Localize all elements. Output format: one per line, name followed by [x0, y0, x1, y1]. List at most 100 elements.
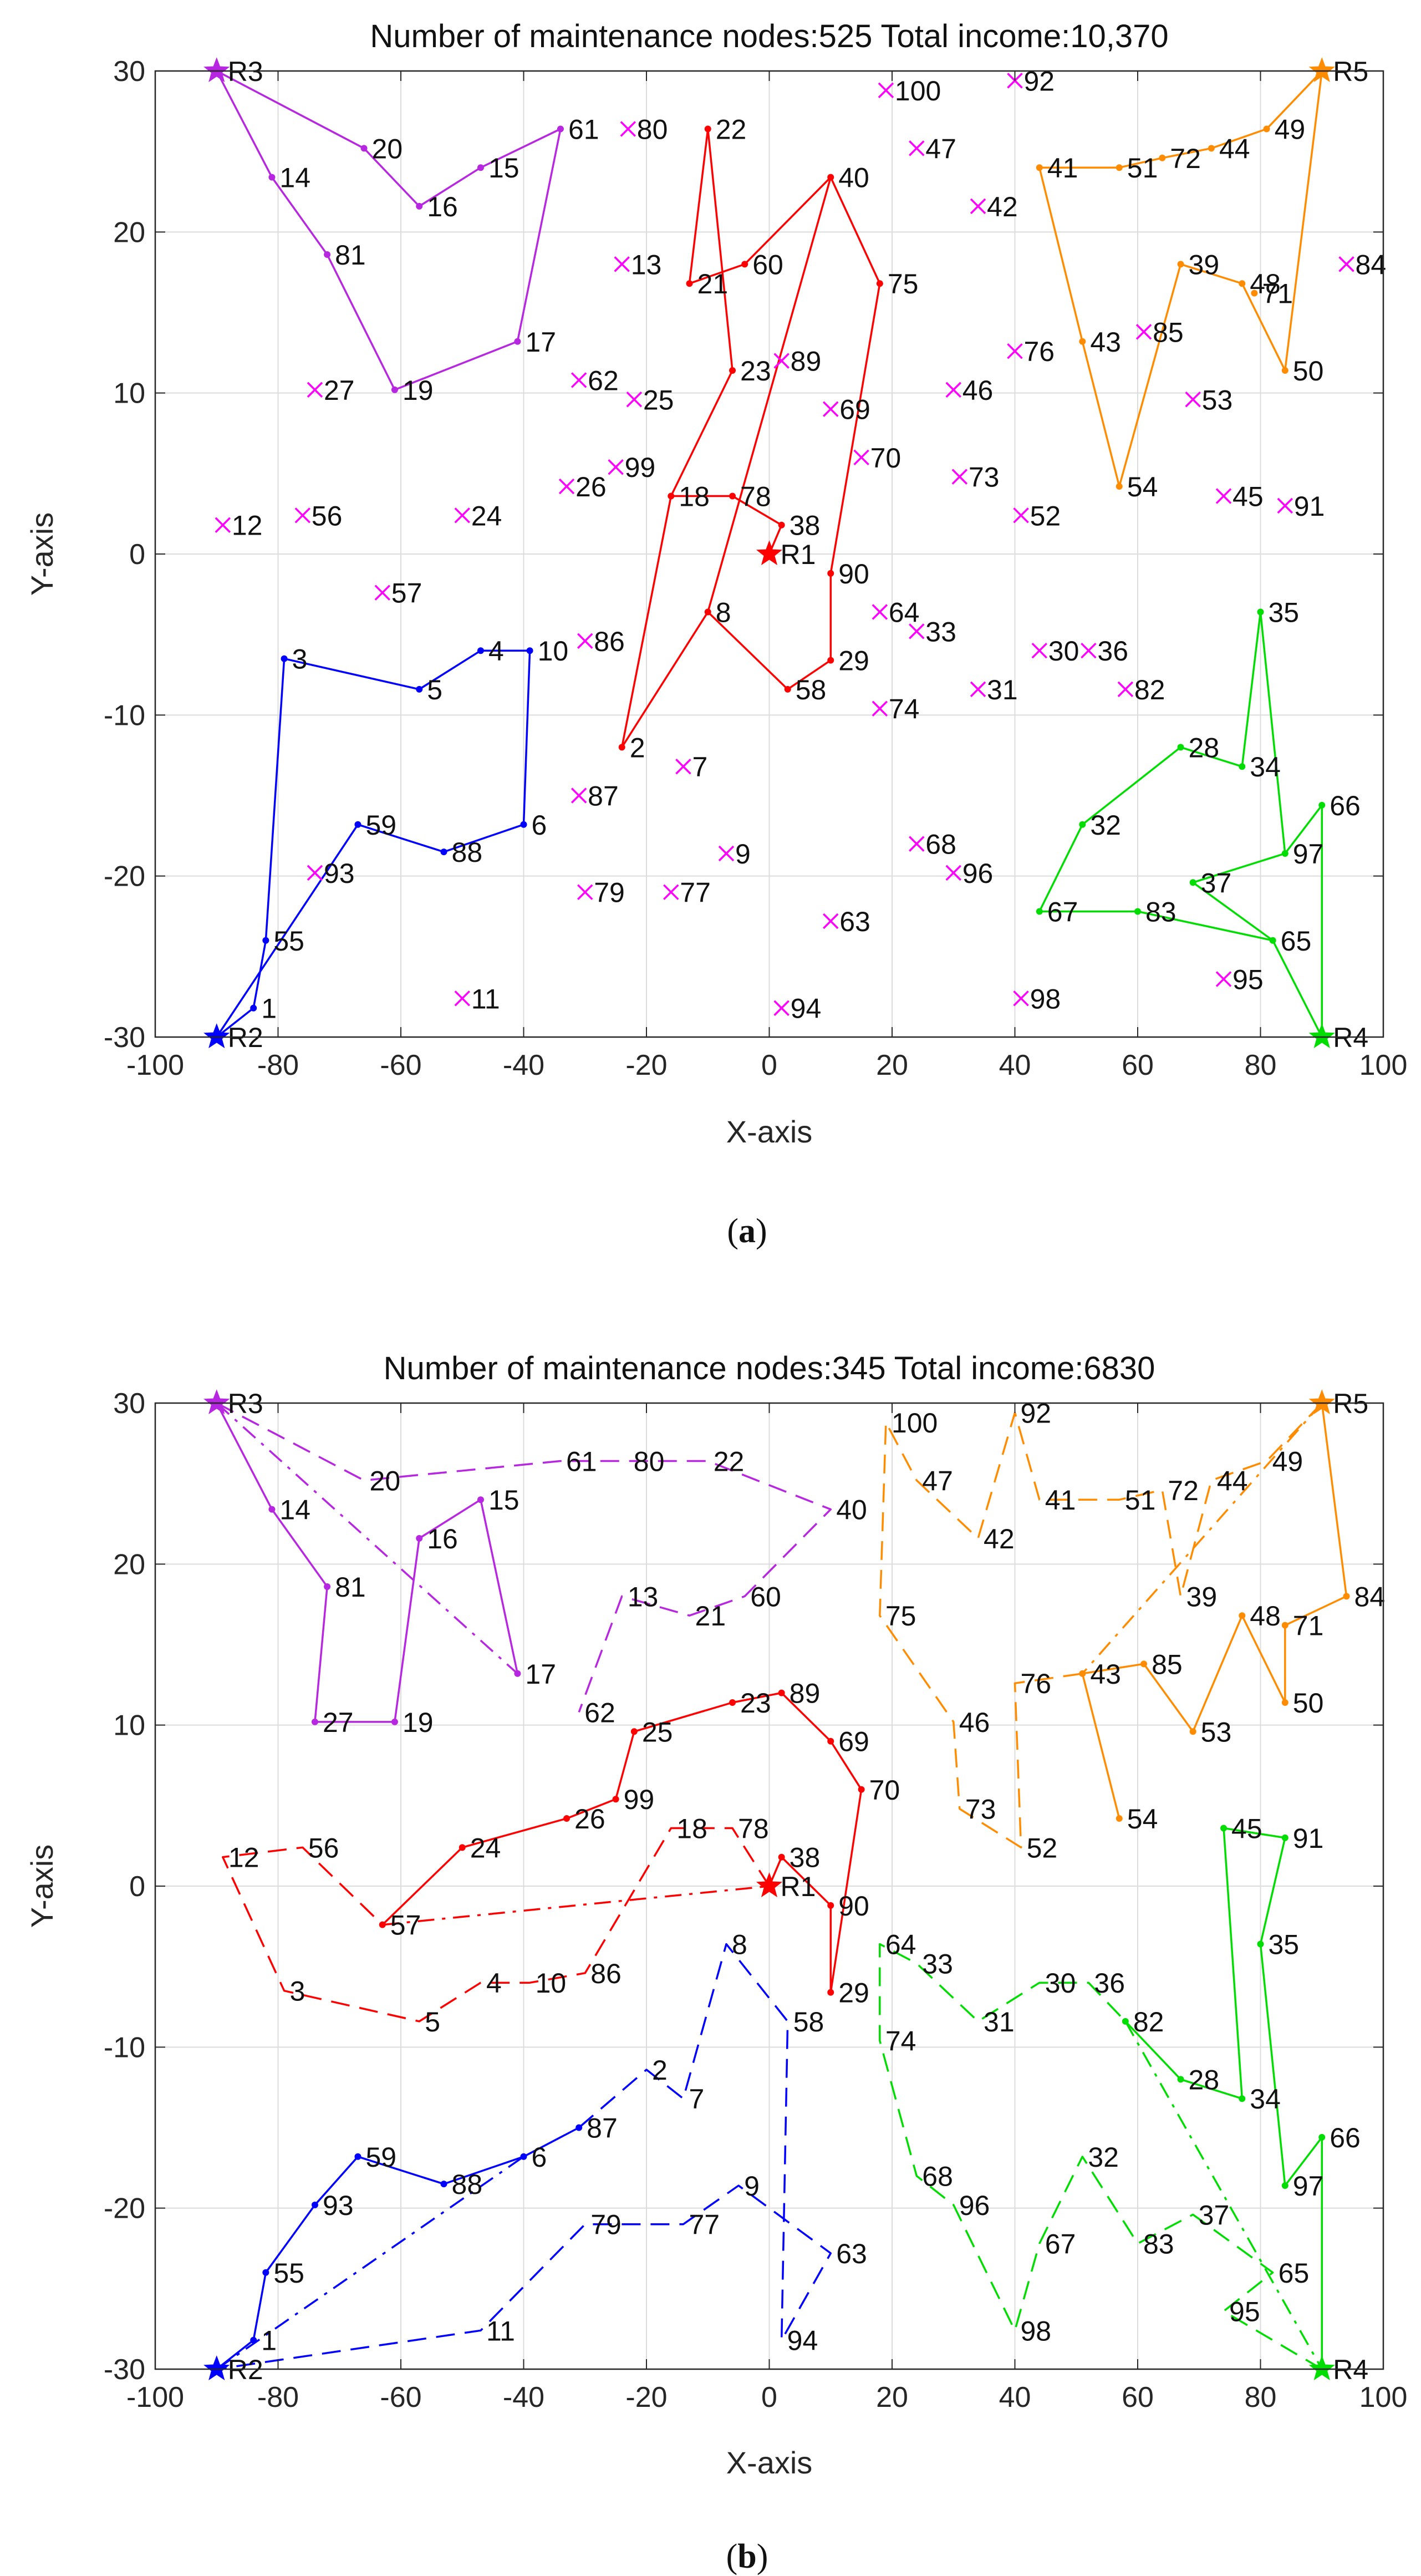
- cross-stroke: [577, 884, 593, 900]
- node-label: 6: [532, 2142, 547, 2173]
- node-label: 53: [1201, 1716, 1232, 1747]
- node-label: 39: [1189, 249, 1220, 280]
- node-label: 25: [643, 384, 674, 415]
- node-label: 82: [1134, 674, 1165, 705]
- cross-stroke: [1013, 507, 1029, 524]
- y-tick-label: -30: [104, 2354, 145, 2386]
- node-label: 86: [594, 626, 625, 657]
- node-label: 77: [689, 2209, 720, 2240]
- node-label: 87: [588, 781, 619, 812]
- node-label: 78: [740, 481, 771, 512]
- node-label: 19: [403, 1707, 434, 1738]
- cross-stroke: [675, 759, 691, 775]
- node-label: 21: [695, 1601, 726, 1632]
- node-label: 19: [403, 375, 434, 406]
- route-line: [216, 2126, 580, 2370]
- route-line: [670, 128, 832, 497]
- node-label: 35: [1269, 1929, 1300, 1960]
- node-point: [324, 1583, 331, 1590]
- cross-stroke: [970, 198, 986, 215]
- node-point: [1159, 154, 1166, 161]
- cross-stroke: [951, 469, 968, 485]
- node-point: [281, 655, 288, 662]
- node-label: 85: [1153, 317, 1184, 348]
- unvisited-node-marker: [215, 517, 231, 533]
- unvisited-node-marker: [1013, 507, 1029, 524]
- node-label: 84: [1356, 249, 1387, 280]
- node-label: 22: [716, 114, 747, 145]
- node-label: 17: [525, 327, 556, 358]
- node-label: 88: [452, 837, 483, 868]
- node-point: [668, 492, 675, 500]
- node-point: [1318, 2133, 1326, 2141]
- x-tick-label: -20: [625, 1049, 667, 1081]
- node-point: [1257, 1940, 1264, 1948]
- unvisited-node-marker: [558, 478, 575, 495]
- node-point: [1079, 338, 1086, 345]
- node-label: 47: [925, 133, 956, 164]
- node-point: [416, 685, 423, 693]
- node-label: 76: [1024, 336, 1055, 367]
- node-label: 15: [488, 153, 519, 184]
- node-label: 66: [1330, 790, 1361, 821]
- node-label: 7: [689, 2084, 704, 2115]
- x-tick-label: -100: [126, 1049, 184, 1081]
- node-label: 20: [372, 133, 403, 164]
- node-label: 1: [261, 993, 277, 1024]
- node-point: [827, 1737, 834, 1745]
- node-label: 73: [969, 462, 1000, 493]
- cross-stroke: [1277, 497, 1293, 514]
- node-label: 83: [1143, 2229, 1174, 2260]
- depot-star: [203, 1389, 230, 1415]
- node-label: 41: [1045, 1485, 1076, 1516]
- node-label: 4: [486, 1968, 502, 1999]
- x-tick-label: -100: [126, 2381, 184, 2414]
- node-point: [1318, 801, 1326, 809]
- node-label: 46: [959, 1707, 990, 1738]
- node-point: [250, 2336, 257, 2344]
- node-label: 51: [1125, 1485, 1156, 1516]
- cross-stroke: [608, 459, 624, 475]
- route-line: [216, 1943, 832, 2370]
- y-tick-label: -20: [104, 861, 145, 893]
- unvisited-node-marker: [374, 585, 391, 601]
- node-point: [1263, 125, 1270, 133]
- route-line: [879, 1943, 1323, 2370]
- cross-stroke: [909, 140, 925, 156]
- unvisited-node-marker: [1081, 642, 1097, 659]
- unvisited-node-marker: [1185, 392, 1201, 408]
- cross-stroke: [1007, 343, 1023, 359]
- cross-stroke: [577, 633, 593, 649]
- node-label: 62: [584, 1697, 615, 1728]
- cross-stroke: [307, 382, 323, 398]
- node-point: [360, 145, 368, 152]
- node-point: [704, 125, 711, 133]
- unvisited-node-marker: [1215, 488, 1232, 504]
- unvisited-node-marker: [718, 845, 735, 862]
- cross-stroke: [773, 1000, 790, 1016]
- node-label: 55: [273, 926, 304, 957]
- x-tick-label: 0: [761, 2381, 777, 2414]
- node-point: [354, 2153, 361, 2160]
- node-label: 18: [679, 481, 710, 512]
- node-label: 59: [365, 810, 396, 841]
- unvisited-node-marker: [951, 469, 968, 485]
- node-label: 74: [885, 2026, 916, 2057]
- node-label: 61: [568, 114, 599, 145]
- unvisited-node-marker: [823, 401, 839, 417]
- node-label: 31: [987, 674, 1018, 705]
- node-point: [1140, 1660, 1148, 1668]
- route-line: [1038, 70, 1323, 487]
- cross-stroke: [718, 845, 735, 862]
- node-label: 30: [1045, 1968, 1076, 1999]
- node-point: [311, 2201, 318, 2208]
- node-point: [1116, 1815, 1123, 1822]
- cross-stroke: [1013, 990, 1029, 1007]
- node-label: 32: [1090, 810, 1121, 841]
- y-tick-label: 30: [113, 1388, 145, 1420]
- node-label: 58: [796, 674, 827, 705]
- node-label: 75: [885, 1601, 916, 1632]
- cross-stroke: [970, 681, 986, 698]
- node-point: [520, 821, 527, 828]
- node-label: 100: [895, 75, 941, 106]
